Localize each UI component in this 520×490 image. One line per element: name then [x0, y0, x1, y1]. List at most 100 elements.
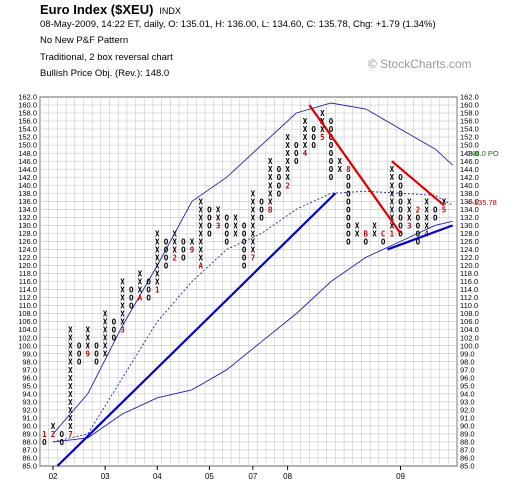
- y-tick-label-right: 98.0: [460, 357, 475, 366]
- y-tick-label-right: 106.0: [460, 317, 479, 326]
- x-box: X: [285, 149, 290, 158]
- x-box: X: [285, 157, 290, 166]
- x-box: X: [233, 229, 238, 238]
- y-tick-label-right: 150.0: [460, 141, 479, 150]
- x-box: X: [155, 229, 160, 238]
- x-box: X: [51, 422, 56, 431]
- chart-title-text: Euro Index ($XEU): [40, 2, 154, 17]
- o-box: O: [277, 173, 282, 182]
- y-tick-label-left: 146.0: [18, 157, 37, 166]
- y-tick-label-right: 87.0: [460, 446, 475, 455]
- x-box: X: [251, 237, 256, 246]
- x-box: X: [68, 350, 73, 359]
- y-tick-label-left: 118.0: [19, 269, 37, 278]
- x-box: X: [303, 125, 308, 134]
- y-tick-label-left: 126.0: [18, 237, 37, 246]
- x-box: X: [68, 422, 73, 431]
- x-box: X: [390, 165, 395, 174]
- x-box: X: [155, 261, 160, 270]
- y-tick-label-left: 85.0: [22, 462, 37, 471]
- month-marker: 3: [407, 221, 412, 230]
- o-box: O: [146, 286, 151, 295]
- x-box: X: [198, 229, 203, 238]
- o-box: O: [129, 294, 134, 303]
- bullish-support-trendline: [387, 224, 454, 251]
- y-tick-label-left: 134.0: [18, 205, 37, 214]
- x-box: X: [68, 414, 73, 423]
- x-box: X: [251, 213, 256, 222]
- o-box: O: [398, 181, 403, 190]
- x-box: X: [424, 205, 429, 214]
- o-box: O: [259, 213, 264, 222]
- x-box: X: [268, 165, 273, 174]
- x-box: X: [372, 221, 377, 230]
- o-box: O: [416, 221, 421, 230]
- month-marker: 2: [172, 253, 177, 262]
- o-box: O: [433, 205, 438, 214]
- o-box: O: [329, 157, 334, 166]
- band-lower: [52, 220, 453, 443]
- x-box: X: [68, 398, 73, 407]
- o-box: O: [346, 205, 351, 214]
- y-tick-label-left: 114.0: [19, 285, 37, 294]
- x-tick-label: 09: [396, 472, 405, 481]
- x-box: X: [320, 109, 325, 118]
- month-marker: 5: [320, 133, 325, 142]
- y-tick-label-left: 116.0: [19, 277, 37, 286]
- x-box: X: [268, 181, 273, 190]
- x-box: X: [268, 197, 273, 206]
- y-tick-label-left: 99.0: [22, 349, 37, 358]
- y-tick-label-right: 85.0: [460, 462, 475, 471]
- o-box: O: [94, 358, 99, 367]
- month-marker: A: [138, 294, 143, 303]
- o-box: O: [164, 261, 169, 270]
- y-tick-label-left: 144.0: [18, 165, 37, 174]
- x-box: X: [251, 189, 256, 198]
- x-box: X: [138, 270, 143, 279]
- x-box: X: [155, 245, 160, 254]
- o-box: O: [346, 189, 351, 198]
- o-box: O: [294, 149, 299, 158]
- o-box: O: [398, 189, 403, 198]
- o-box: O: [164, 253, 169, 262]
- moving-average-line: [52, 190, 453, 443]
- y-tick-label-left: 108.0: [18, 309, 37, 318]
- y-tick-label-right: 132.0: [460, 213, 479, 222]
- o-box: O: [294, 141, 299, 150]
- exchange-label: INDX: [159, 6, 181, 16]
- o-box: O: [398, 229, 403, 238]
- y-tick-label-left: 122.0: [18, 253, 37, 262]
- o-box: O: [242, 221, 247, 230]
- y-tick-label-left: 136.0: [18, 197, 37, 206]
- y-tick-label-right: 136.0: [460, 197, 479, 206]
- o-box: O: [242, 253, 247, 262]
- o-box: O: [346, 237, 351, 246]
- x-box: X: [155, 278, 160, 287]
- x-box: X: [251, 229, 256, 238]
- o-box: O: [129, 286, 134, 295]
- o-box: O: [277, 165, 282, 174]
- month-marker: 1: [155, 286, 160, 295]
- month-marker: 4: [303, 149, 308, 158]
- y-tick-label-left: 88.0: [22, 438, 37, 447]
- y-tick-label-left: 87.0: [22, 446, 37, 455]
- x-box: X: [120, 278, 125, 287]
- y-tick-label-left: 96.0: [22, 373, 37, 382]
- x-box: X: [251, 197, 256, 206]
- x-box: X: [337, 157, 342, 166]
- x-box: X: [103, 326, 108, 335]
- y-tick-label-right: 100.0: [460, 341, 479, 350]
- y-tick-label-right: 126.0: [460, 237, 479, 246]
- o-box: O: [94, 342, 99, 351]
- x-box: X: [251, 245, 256, 254]
- quote-line: 08-May-2009, 14:22 ET, daily, O: 135.01,…: [40, 19, 436, 30]
- x-box: X: [190, 237, 195, 246]
- x-box: X: [155, 253, 160, 262]
- y-tick-label-right: 108.0: [460, 309, 479, 318]
- x-box: X: [320, 117, 325, 126]
- o-box: O: [311, 141, 316, 150]
- month-marker: 2: [285, 181, 290, 190]
- o-box: O: [346, 197, 351, 206]
- y-tick-label-right: 110.0: [460, 301, 478, 310]
